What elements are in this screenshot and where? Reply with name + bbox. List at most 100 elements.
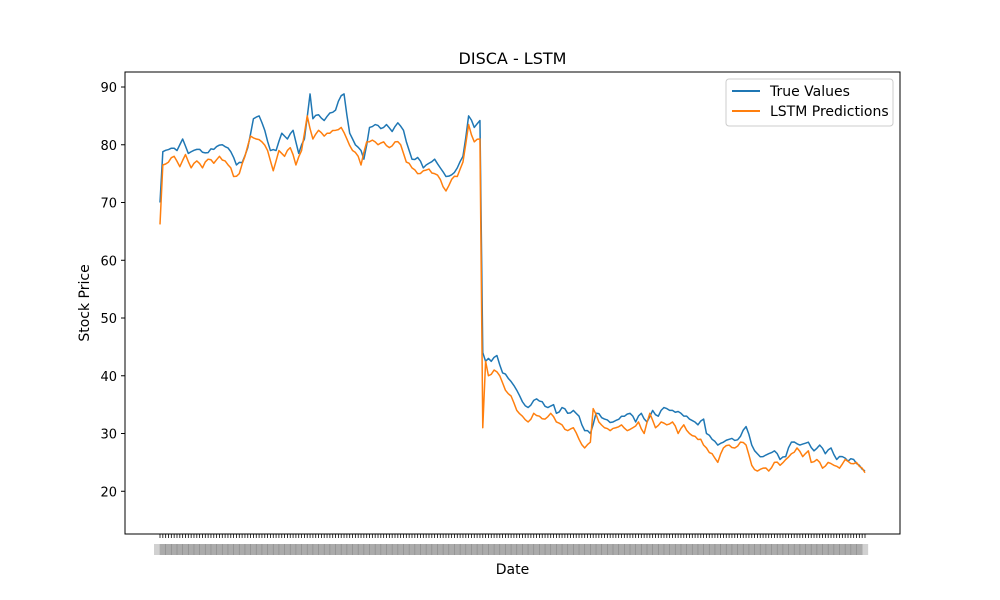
x-tick-label-smear <box>822 544 835 555</box>
x-tick-label-smear <box>425 544 438 555</box>
y-tick-label: 40 <box>100 370 117 385</box>
x-tick-label-smear <box>686 544 699 555</box>
series-line-lstm-predictions <box>159 115 866 474</box>
x-tick-label-smear <box>267 544 280 555</box>
x-tick-label-smear <box>674 544 687 555</box>
x-tick-label-smear <box>839 544 852 555</box>
x-tick-label-smear <box>159 544 172 555</box>
y-tick-label: 90 <box>100 81 117 96</box>
x-tick-label-smear <box>210 544 223 555</box>
x-tick-label-smear <box>765 544 778 555</box>
x-tick-label-smear <box>306 544 319 555</box>
x-tick-label-smear <box>204 544 217 555</box>
x-tick-label-smear <box>431 544 444 555</box>
x-tick-label-smear <box>731 544 744 555</box>
x-tick-label-smear <box>618 544 631 555</box>
x-tick-label-smear <box>833 544 846 555</box>
x-tick-label-smear <box>442 544 455 555</box>
y-axis-label: Stock Price <box>77 264 93 341</box>
x-tick-label-smear <box>255 544 268 555</box>
x-tick-label-smear <box>278 544 291 555</box>
x-tick-label-smear <box>221 544 234 555</box>
x-tick-label-smear <box>193 544 206 555</box>
y-tick-label: 30 <box>100 428 117 443</box>
x-tick-label-smear <box>544 544 557 555</box>
x-tick-label-smear <box>374 544 387 555</box>
y-ticks: 20 30 40 50 60 70 80 90 <box>100 81 125 500</box>
x-tick-label-smear <box>561 544 574 555</box>
x-tick-label-smear <box>584 544 597 555</box>
chart-title: DISCA - LSTM <box>459 49 567 68</box>
legend-label-lstm-predictions: LSTM Predictions <box>770 104 889 120</box>
x-tick-label-smear <box>680 544 693 555</box>
x-tick-label-smear <box>414 544 427 555</box>
x-tick-label-smear <box>352 544 365 555</box>
x-tick-label-smear <box>629 544 642 555</box>
x-tick-label-smear <box>227 544 240 555</box>
x-tick-label-smear <box>601 544 614 555</box>
x-tick-label-smear <box>607 544 620 555</box>
x-tick-label-smear <box>669 544 682 555</box>
x-tick-label-smear <box>289 544 302 555</box>
x-tick-label-smear <box>380 544 393 555</box>
x-tick-label-smear <box>244 544 257 555</box>
x-tick-label-smear <box>522 544 535 555</box>
x-tick-label-smear <box>476 544 489 555</box>
x-tick-label-smear <box>170 544 183 555</box>
x-tick-label-smear <box>782 544 795 555</box>
x-tick-label-smear <box>624 544 636 555</box>
x-tick-label-smear <box>657 544 670 555</box>
x-tick-label-smear <box>567 544 580 555</box>
x-tick-label-smear <box>810 544 823 555</box>
x-tick-label-smear <box>250 544 263 555</box>
x-tick-label-smear <box>539 544 552 555</box>
x-tick-label-smear <box>703 544 716 555</box>
x-tick-label-smear <box>856 544 869 555</box>
x-tick-label-smear <box>742 544 755 555</box>
legend-frame <box>725 78 894 127</box>
x-tick-label-smear <box>420 544 433 555</box>
x-tick-label-smear <box>844 544 857 555</box>
x-tick-label-smear <box>386 544 399 555</box>
x-tick-label-smear <box>448 544 461 555</box>
x-tick-label-smear <box>708 544 721 555</box>
x-tick-label-smear <box>499 544 512 555</box>
x-tick-label-smear <box>827 544 840 555</box>
x-tick-label-smear <box>465 544 478 555</box>
x-tick-label-smear <box>154 544 166 555</box>
x-tick-label-smear <box>663 544 676 555</box>
x-tick-label-smear <box>759 544 772 555</box>
x-tick-label-smear <box>556 544 569 555</box>
x-tick-label-smear <box>284 544 297 555</box>
x-tick-label-smear <box>295 544 308 555</box>
y-tick-label: 50 <box>100 312 117 327</box>
x-tick-label-smear <box>176 544 189 555</box>
x-tick-label-smear <box>403 544 416 555</box>
x-tick-label-smear <box>805 544 818 555</box>
x-tick-label-smear <box>550 544 563 555</box>
x-tick-label-smear <box>799 544 812 555</box>
x-tick-label-smear <box>261 544 274 555</box>
x-ticks <box>154 534 869 555</box>
x-tick-label-smear <box>510 544 523 555</box>
x-tick-label-smear <box>754 544 767 555</box>
legend: True Values LSTM Predictions <box>725 78 894 127</box>
legend-label-true-values: True Values <box>769 84 850 100</box>
x-tick-label-smear <box>640 544 653 555</box>
x-tick-label-smear <box>612 544 625 555</box>
x-tick-label-smear <box>590 544 603 555</box>
x-tick-label-smear <box>363 544 376 555</box>
x-tick-label-smear <box>437 544 450 555</box>
x-tick-label-smear <box>199 544 212 555</box>
x-tick-label-smear <box>493 544 506 555</box>
x-tick-label-smear <box>595 544 608 555</box>
x-tick-label-smear <box>312 544 325 555</box>
x-tick-label-smear <box>505 544 518 555</box>
x-tick-label-smear <box>652 544 665 555</box>
x-tick-label-smear <box>776 544 789 555</box>
x-tick-label-smear <box>318 544 331 555</box>
x-tick-label-smear <box>720 544 733 555</box>
y-tick-label: 60 <box>100 254 117 269</box>
x-tick-label-smear <box>725 544 738 555</box>
x-tick-label-smear <box>788 544 801 555</box>
